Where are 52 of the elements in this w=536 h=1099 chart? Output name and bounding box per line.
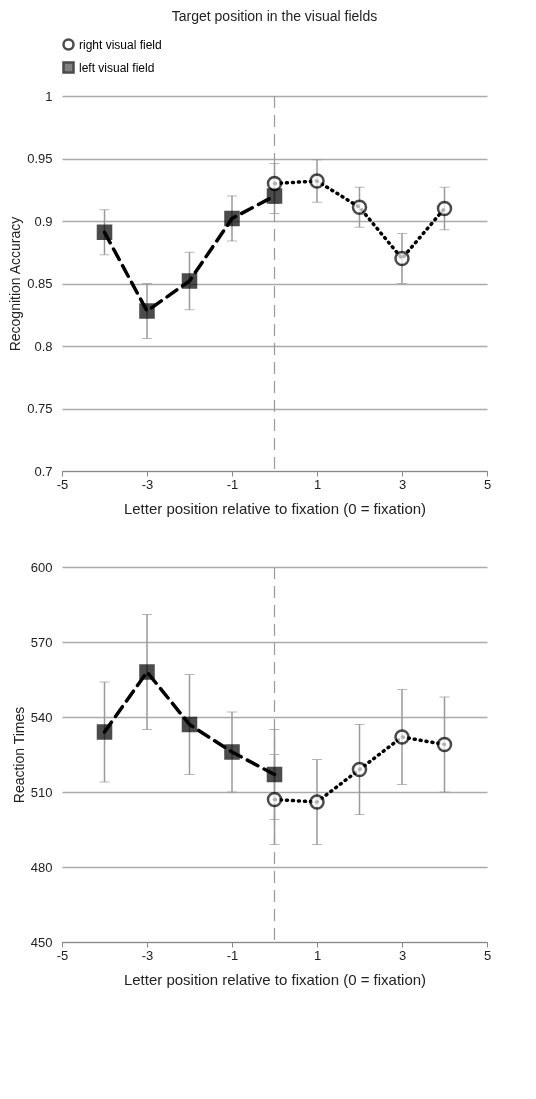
point xyxy=(266,791,283,808)
point xyxy=(96,224,113,241)
point xyxy=(436,736,453,753)
x-tick-label: 5 xyxy=(483,476,492,492)
x-tick-label: -3 xyxy=(141,476,154,492)
y-tick-label: 0.95 xyxy=(27,151,53,166)
y-tick-label: 450 xyxy=(30,934,53,950)
point xyxy=(394,250,410,267)
point xyxy=(224,210,240,227)
point xyxy=(351,761,368,778)
point xyxy=(266,188,283,204)
x-axis-title: Letter position relative to fixation (0 = fixation) xyxy=(123,970,427,988)
y-tick-label: 600 xyxy=(30,559,53,575)
point xyxy=(224,744,240,760)
x-tick-label: 1 xyxy=(313,476,322,492)
point xyxy=(309,794,325,810)
point xyxy=(394,729,410,745)
point xyxy=(181,716,198,733)
y-tick-label: 510 xyxy=(30,784,53,800)
y-tick-label: 1 xyxy=(45,88,53,104)
x-tick-label: -1 xyxy=(226,476,239,492)
y-tick-label: 570 xyxy=(30,634,53,650)
y-axis-title: Reaction Times xyxy=(10,706,27,804)
x-tick-label: 1 xyxy=(313,947,322,963)
y-axis-title: Recognition Accuracy xyxy=(7,216,24,352)
y-tick-label: 0.8 xyxy=(34,338,53,354)
point xyxy=(266,175,283,192)
point xyxy=(309,173,325,189)
x-tick-label: -5 xyxy=(56,947,69,963)
x-tick-label: 3 xyxy=(398,947,407,963)
legend-label: left visual field xyxy=(79,60,155,75)
y-tick-label: 480 xyxy=(30,859,53,875)
x-tick-label: -1 xyxy=(226,947,239,963)
x-tick-label: 5 xyxy=(483,947,492,963)
point xyxy=(139,303,155,319)
chart-title: Target position in the visual fields xyxy=(171,8,378,24)
x-tick-label: -5 xyxy=(56,476,69,492)
point xyxy=(96,724,113,740)
point xyxy=(436,200,453,217)
x-tick-label: 3 xyxy=(398,476,407,492)
y-tick-label: 0.85 xyxy=(27,276,53,291)
point xyxy=(266,766,283,783)
point xyxy=(351,199,368,216)
point xyxy=(139,664,155,680)
y-tick-label: 0.9 xyxy=(34,213,53,229)
y-tick-label: 0.7 xyxy=(34,463,53,479)
legend-label: right visual field xyxy=(79,37,162,52)
y-tick-label: 540 xyxy=(30,709,53,725)
y-tick-label: 0.75 xyxy=(27,401,53,416)
x-tick-label: -3 xyxy=(141,947,154,963)
x-axis-title: Letter position relative to fixation (0 = fixation) xyxy=(123,499,427,517)
point xyxy=(181,273,198,289)
